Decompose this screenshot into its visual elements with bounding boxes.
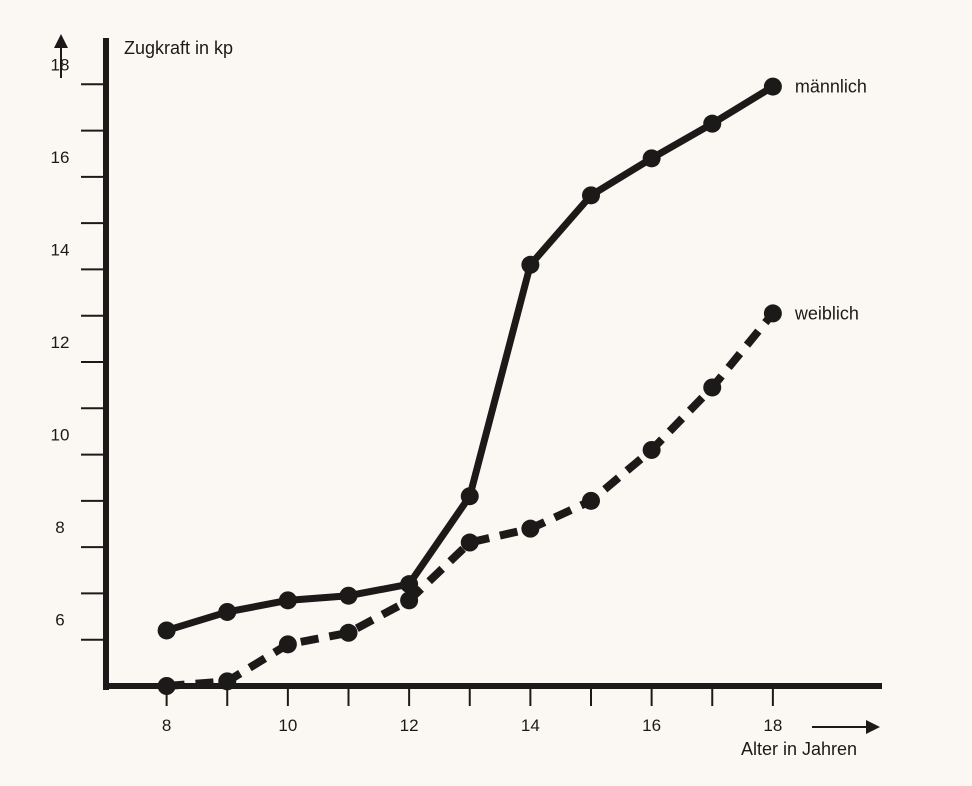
y-tick-label: 10 <box>51 426 70 445</box>
data-point <box>582 186 600 205</box>
data-point <box>703 114 722 133</box>
series-layer: männlich weiblich <box>157 77 867 695</box>
y-ticks: 6 8 10 12 14 16 18 <box>51 55 106 641</box>
x-ticks: 8 10 12 14 16 18 <box>162 686 782 735</box>
x-tick-label: 14 <box>521 716 540 735</box>
data-point <box>400 591 419 610</box>
y-tick-label: 18 <box>51 55 70 74</box>
series-label: weiblich <box>794 303 859 323</box>
data-point <box>521 519 540 538</box>
x-tick-label: 18 <box>763 716 782 735</box>
data-point <box>218 602 237 621</box>
data-point <box>703 378 722 397</box>
y-tick-label: 6 <box>55 611 64 630</box>
data-point <box>278 591 297 610</box>
data-point <box>339 623 358 642</box>
x-tick-label: 12 <box>400 716 419 735</box>
x-tick-label: 8 <box>162 716 171 735</box>
x-tick-label: 16 <box>642 716 661 735</box>
data-point <box>460 533 479 552</box>
data-point <box>157 621 176 640</box>
y-axis-label: Zugkraft in kp <box>124 38 233 58</box>
series-label: männlich <box>795 77 867 97</box>
series-line <box>166 310 776 690</box>
y-tick-label: 12 <box>51 333 70 352</box>
data-point <box>521 255 540 274</box>
y-tick-label: 8 <box>55 518 64 537</box>
y-axis-arrow-icon <box>54 34 68 78</box>
data-point <box>460 487 479 506</box>
axes: Zugkraft in kp Alter in Jahren <box>54 34 882 759</box>
series-2: weiblich <box>157 303 859 695</box>
data-point <box>642 440 661 459</box>
data-point <box>763 77 782 96</box>
x-tick-label: 10 <box>278 716 297 735</box>
data-point <box>339 586 358 605</box>
y-tick-label: 16 <box>51 148 70 167</box>
data-point <box>642 149 661 168</box>
data-point <box>157 677 176 695</box>
x-axis-arrow-icon <box>812 720 880 734</box>
data-point <box>218 672 237 691</box>
series-1: männlich <box>157 77 867 640</box>
data-point <box>763 304 782 323</box>
data-point <box>582 491 600 510</box>
data-point <box>400 575 419 594</box>
y-tick-label: 14 <box>51 240 70 259</box>
data-point <box>278 635 297 654</box>
x-axis-label: Alter in Jahren <box>741 739 857 759</box>
